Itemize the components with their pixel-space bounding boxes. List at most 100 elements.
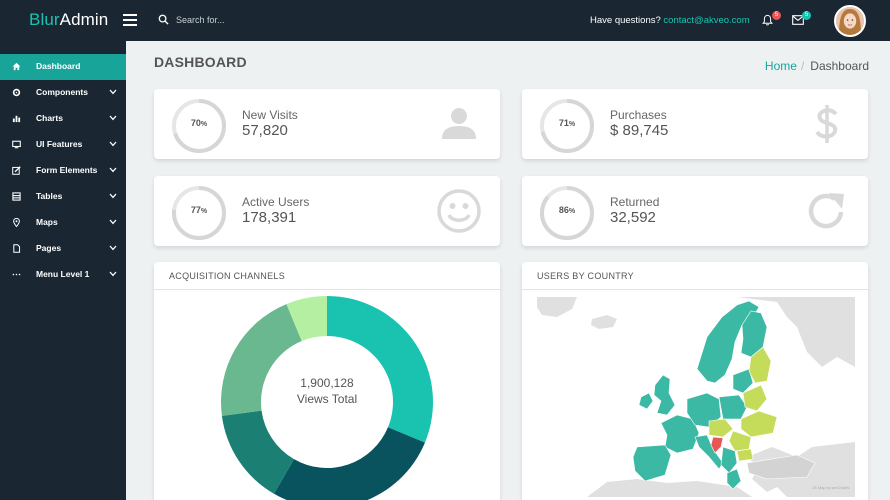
stat-percent: 86% [537, 205, 597, 215]
map-region-great-britain [653, 374, 676, 416]
donut-slice[interactable] [221, 304, 302, 416]
sidebar: Dashboard Components Charts UI Features … [0, 41, 126, 500]
map-region-italy [694, 434, 724, 470]
contact-question: Have questions? [590, 15, 664, 26]
map-land-east [537, 297, 855, 497]
stat-percent-sign: % [568, 208, 576, 215]
map-region-russia-west [748, 346, 772, 384]
stat-percent-value: 71 [558, 118, 569, 128]
map-region-bulgaria [736, 448, 754, 462]
map-region-belarus [742, 384, 768, 412]
sidebar-item-maps[interactable]: Maps [0, 210, 126, 236]
chevron-down-icon [109, 89, 117, 95]
monitor-icon [12, 140, 21, 149]
stat-card-new-visits: 70% New Visits 57,820 [154, 89, 500, 159]
chevron-down-icon [109, 271, 117, 277]
acquisition-channels-panel: ACQUISITION CHANNELS 1,900,128 Views Tot… [154, 262, 500, 500]
breadcrumb-separator: / [800, 59, 805, 73]
sidebar-item-charts[interactable]: Charts [0, 106, 126, 132]
sidebar-item-label: Charts [36, 113, 63, 123]
stat-card-returned: 86% Returned 32,592 [522, 176, 868, 246]
brand-logo-part-1: Blur [29, 10, 60, 29]
europe-map[interactable] [537, 297, 855, 497]
bar-chart-icon [12, 115, 21, 123]
avatar[interactable] [834, 5, 866, 37]
breadcrumb: Home / Dashboard [765, 59, 869, 73]
stat-percent: 71% [537, 118, 597, 128]
stat-percent-sign: % [568, 121, 576, 128]
search-input[interactable] [176, 11, 336, 29]
search-icon[interactable] [158, 14, 169, 25]
ellipsis-icon [12, 273, 21, 276]
chevron-down-icon [109, 245, 117, 251]
stat-card-purchases: 71% Purchases $ 89,745 [522, 89, 868, 159]
dollar-icon [815, 105, 838, 143]
map-credit: JS Map by amCharts [812, 485, 850, 490]
stat-label: Purchases [610, 108, 667, 122]
stat-value: $ 89,745 [610, 122, 669, 139]
progress-ring [540, 99, 594, 153]
map-region-greece [726, 468, 742, 490]
grid-icon [12, 192, 21, 201]
panel-header: USERS BY COUNTRY [522, 262, 868, 290]
stat-percent: 77% [169, 205, 229, 215]
breadcrumb-home-link[interactable]: Home [764, 59, 797, 73]
page-title: DASHBOARD [154, 54, 247, 70]
map-region-central [708, 418, 734, 438]
panel-title: ACQUISITION CHANNELS [169, 271, 286, 281]
chevron-down-icon [109, 115, 117, 121]
map-region-croatia [710, 436, 724, 454]
menu-toggle-icon[interactable] [123, 14, 137, 26]
contact-email-link[interactable]: contact@akveo.com [663, 15, 750, 26]
top-bar: BlurAdmin Have questions? contact@akveo.… [0, 0, 890, 41]
breadcrumb-current: Dashboard [810, 59, 869, 73]
donut-total-label: Views Total [296, 392, 358, 406]
sidebar-item-label: Maps [36, 217, 58, 227]
map-marker-icon [13, 218, 20, 227]
donut-total-value: 1,900,128 [300, 376, 354, 390]
progress-ring [172, 99, 226, 153]
map-region-baltics [732, 368, 754, 394]
home-icon [12, 62, 21, 71]
sidebar-item-menu-level-1[interactable]: Menu Level 1 [0, 262, 126, 288]
stat-value: 178,391 [242, 209, 297, 226]
person-icon [442, 108, 476, 139]
sidebar-item-components[interactable]: Components [0, 80, 126, 106]
gear-icon [12, 88, 21, 97]
map-region-iberia [632, 444, 672, 482]
stat-label: Active Users [242, 195, 310, 209]
envelope-icon[interactable] [792, 15, 804, 25]
stat-label: Returned [610, 195, 660, 209]
chevron-down-icon [109, 167, 117, 173]
stat-percent-value: 70 [190, 118, 201, 128]
donut-slice[interactable] [274, 427, 425, 500]
stat-percent-value: 77 [190, 205, 201, 215]
sidebar-item-ui-features[interactable]: UI Features [0, 132, 126, 158]
contact-text: Have questions? contact@akveo.com [590, 15, 750, 26]
stat-percent-value: 86 [558, 205, 569, 215]
sidebar-item-form-elements[interactable]: Form Elements [0, 158, 126, 184]
progress-ring-fill [540, 186, 594, 240]
bell-icon[interactable] [762, 14, 773, 26]
panel-header: ACQUISITION CHANNELS [154, 262, 500, 290]
donut-slice[interactable] [221, 410, 294, 494]
sidebar-item-label: Tables [36, 191, 63, 201]
donut-slice[interactable] [286, 296, 327, 342]
brand-logo[interactable]: BlurAdmin [29, 10, 108, 30]
sidebar-item-pages[interactable]: Pages [0, 236, 126, 262]
chevron-down-icon [109, 193, 117, 199]
progress-ring [172, 186, 226, 240]
chevron-down-icon [109, 141, 117, 147]
file-icon [13, 244, 21, 253]
map-region-france [660, 414, 700, 454]
refresh-icon [808, 193, 844, 229]
sidebar-item-label: Components [36, 87, 88, 97]
sidebar-item-dashboard[interactable]: Dashboard [0, 54, 126, 80]
stat-percent: 70% [169, 118, 229, 128]
sidebar-item-label: Form Elements [36, 165, 98, 175]
map-land-north-africa [587, 479, 752, 497]
map-land-iceland [591, 315, 617, 329]
panel-title: USERS BY COUNTRY [537, 271, 634, 281]
donut-slice[interactable] [327, 296, 433, 443]
sidebar-item-tables[interactable]: Tables [0, 184, 126, 210]
